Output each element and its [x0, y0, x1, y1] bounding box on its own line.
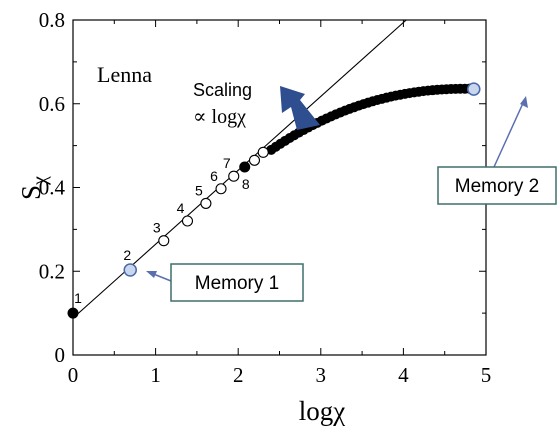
- filled-point: [67, 307, 79, 319]
- filled-point: [239, 161, 251, 173]
- y-tick-label: 0.2: [39, 259, 65, 283]
- scaling-label-line2: ∝ logχ: [193, 106, 246, 128]
- y-tick-label: 0.4: [39, 176, 66, 200]
- point-label: 4: [177, 200, 185, 216]
- point-label: 3: [153, 220, 161, 236]
- x-tick-label: 4: [398, 363, 409, 387]
- scaling-label-line1: Scaling: [193, 80, 252, 100]
- open-point: [215, 183, 227, 195]
- memory-point: [123, 263, 137, 277]
- svg-text:Sχ: Sχ: [16, 176, 51, 200]
- point-label: 7: [223, 155, 231, 171]
- point-label: 2: [123, 247, 131, 263]
- data-points-group: [67, 82, 481, 319]
- open-point: [257, 146, 269, 158]
- y-tick-label: 0.8: [39, 8, 65, 32]
- y-axis-label-sub: χ: [29, 176, 51, 186]
- point-label: 8: [242, 176, 250, 192]
- point-label: 6: [210, 168, 218, 184]
- point-label: 1: [74, 290, 82, 306]
- y-tick-label: 0: [55, 343, 66, 367]
- open-point: [228, 170, 240, 182]
- x-axis-label: logχ: [299, 396, 346, 426]
- open-point: [200, 197, 212, 209]
- big-arrow-icon: [280, 86, 320, 130]
- x-tick-labels: 0 1 2 3 4 5: [68, 363, 492, 387]
- memory-point: [467, 82, 481, 96]
- y-axis-label: Sχ: [16, 176, 51, 200]
- memory-1-pointer-head: [146, 271, 157, 278]
- memory-2-pointer-head: [520, 96, 528, 108]
- x-tick-label: 3: [316, 363, 327, 387]
- y-tick-label: 0.6: [39, 92, 65, 116]
- point-label: 5: [195, 182, 203, 198]
- x-tick-label: 0: [68, 363, 79, 387]
- memory-2-box: [437, 166, 557, 205]
- lenna-label: Lenna: [97, 62, 152, 87]
- memory-1-callout: Memory 1: [146, 263, 304, 302]
- memory-1-text: Memory 1: [195, 273, 279, 294]
- memory-1-box: [170, 263, 304, 302]
- memory-2-pointer: [493, 100, 525, 168]
- x-tick-label: 5: [481, 363, 492, 387]
- memory-2-callout: Memory 2: [437, 96, 557, 205]
- y-tick-labels: 0 0.2 0.4 0.6 0.8: [39, 8, 66, 367]
- memory-2-text: Memory 2: [455, 176, 539, 197]
- open-point: [181, 215, 194, 227]
- x-tick-label: 1: [150, 363, 161, 387]
- open-point: [248, 154, 261, 166]
- y-axis-label-main: S: [16, 185, 46, 200]
- x-tick-label: 2: [233, 363, 244, 387]
- open-point: [158, 235, 170, 247]
